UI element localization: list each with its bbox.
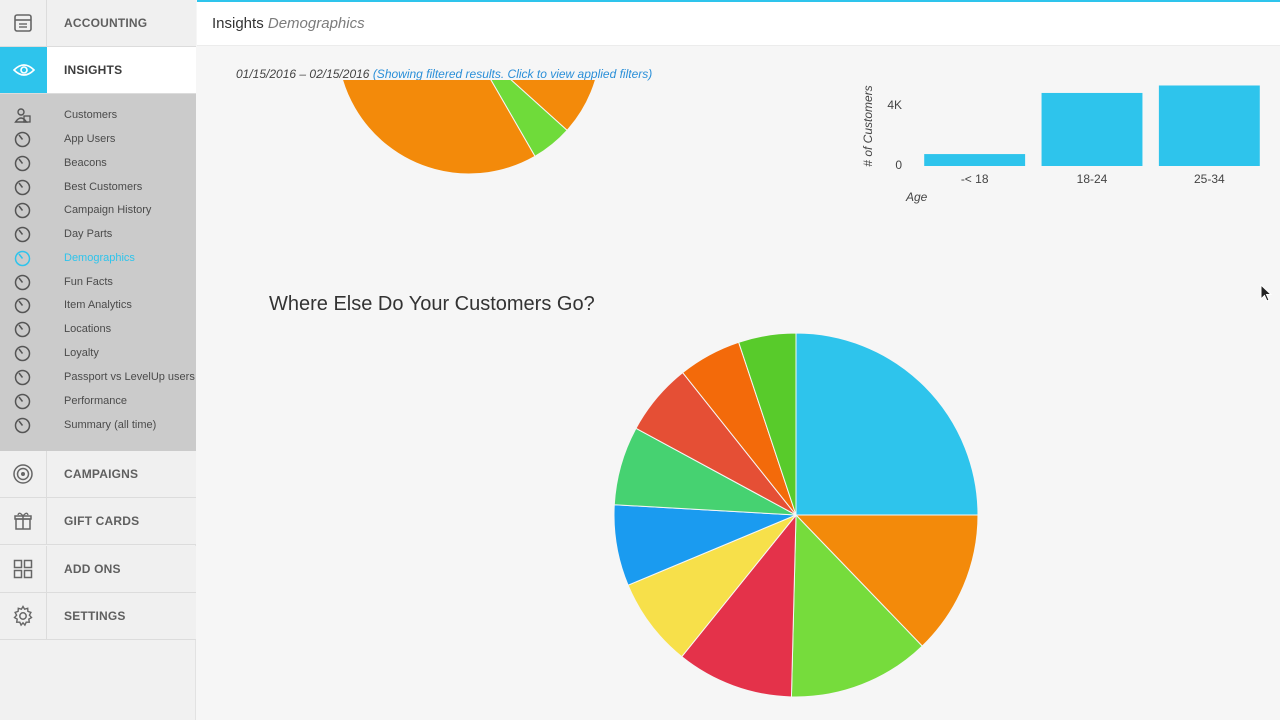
y-axis-label: # of Customers: [861, 85, 875, 166]
submenu-item-label: App Users: [64, 133, 116, 145]
eye-icon: [0, 47, 47, 93]
grid-icon: [0, 546, 47, 592]
gift-icon: [0, 498, 47, 544]
x-tick-label: 18-24: [1077, 172, 1108, 186]
submenu-item-best-customers[interactable]: Best Customers: [0, 176, 196, 199]
nav-campaigns[interactable]: CAMPAIGNS: [0, 451, 196, 498]
submenu-item-label: Fun Facts: [64, 276, 113, 288]
submenu-item-item-analytics[interactable]: Item Analytics: [0, 294, 196, 317]
age-bar-chart: # of Customers 4K 0 -< 18 18-24 25-34 Age: [861, 85, 1260, 204]
nav-add-ons[interactable]: ADD ONS: [0, 546, 196, 593]
gauge-icon: [14, 202, 31, 219]
x-axis-label: Age: [905, 190, 928, 204]
submenu-item-label: Campaign History: [64, 204, 152, 216]
submenu-item-locations[interactable]: Locations: [0, 318, 196, 341]
x-tick-label: 25-34: [1194, 172, 1225, 186]
gauge-icon: [14, 321, 31, 338]
pie-slice-4[interactable]: [627, 514, 797, 658]
nav-accounting-label: ACCOUNTING: [64, 16, 148, 30]
pie-slice-3[interactable]: [681, 513, 797, 698]
gauge-icon: [14, 393, 31, 410]
gauge-icon: [14, 250, 31, 267]
submenu-item-label: Beacons: [64, 157, 107, 169]
submenu-item-label: Demographics: [64, 252, 135, 264]
nav-insights-label: INSIGHTS: [64, 63, 123, 77]
pie-slice-2[interactable]: [790, 513, 923, 698]
submenu-item-label: Best Customers: [64, 181, 143, 193]
y-tick-label: 0: [895, 158, 902, 172]
calculator-icon: [0, 0, 47, 46]
gauge-icon: [14, 417, 31, 434]
nav-insights[interactable]: INSIGHTS: [0, 47, 196, 94]
top-pie-chart: [337, 80, 601, 175]
pie-slice-0[interactable]: [795, 332, 979, 516]
gauge-icon: [14, 274, 31, 291]
nav-gift-cards[interactable]: GIFT CARDS: [0, 498, 196, 545]
where-else-pie-chart: [613, 332, 979, 698]
mouse-cursor-icon: [1260, 284, 1273, 302]
target-icon: [0, 451, 47, 497]
submenu-item-label: Passport vs LevelUp users: [64, 371, 195, 383]
breadcrumb: Insights Demographics: [212, 2, 365, 46]
bar-2[interactable]: [1158, 85, 1260, 166]
submenu-item-fun-facts[interactable]: Fun Facts: [0, 271, 196, 294]
pie-slice-1[interactable]: [794, 514, 979, 647]
submenu-item-campaign-history[interactable]: Campaign History: [0, 199, 196, 222]
y-tick-label: 4K: [887, 98, 902, 112]
nav-add-ons-label: ADD ONS: [64, 562, 121, 576]
breadcrumb-section: Insights: [212, 15, 264, 32]
nav-campaigns-label: CAMPAIGNS: [64, 467, 139, 481]
insights-submenu: Customers App Users Beacons Best Custome…: [0, 94, 196, 451]
gauge-icon: [14, 131, 31, 148]
nav-accounting[interactable]: ACCOUNTING: [0, 0, 196, 47]
top-pie-slice-2[interactable]: [337, 80, 536, 175]
x-tick-label: -< 18: [961, 172, 989, 186]
submenu-item-label: Customers: [64, 109, 118, 121]
submenu-item-customers[interactable]: Customers: [0, 104, 196, 127]
submenu-item-summary-all-time[interactable]: Summary (all time): [0, 414, 196, 437]
submenu-item-label: Loyalty: [64, 347, 99, 359]
users-icon: [14, 108, 31, 123]
gauge-icon: [14, 345, 31, 362]
submenu-item-day-parts[interactable]: Day Parts: [0, 223, 196, 246]
pie-slice-9[interactable]: [738, 332, 797, 516]
submenu-item-demographics[interactable]: Demographics: [0, 247, 196, 270]
applied-filters-link[interactable]: (Showing filtered results. Click to view…: [372, 67, 653, 81]
top-pie-slice-0[interactable]: [403, 80, 601, 132]
submenu-item-label: Summary (all time): [64, 419, 157, 431]
submenu-item-label: Day Parts: [64, 228, 113, 240]
gauge-icon: [14, 369, 31, 386]
submenu-item-label: Locations: [64, 323, 112, 335]
filter-summary: 01/15/2016 – 02/15/2016 (Showing filtere…: [236, 67, 652, 81]
submenu-item-app-users[interactable]: App Users: [0, 128, 196, 151]
submenu-item-loyalty[interactable]: Loyalty: [0, 342, 196, 365]
nav-settings[interactable]: SETTINGS: [0, 593, 196, 640]
gear-icon: [0, 593, 47, 639]
gauge-icon: [14, 297, 31, 314]
sidebar: ACCOUNTING INSIGHTS Customers App Users …: [0, 0, 196, 720]
breadcrumb-page: Demographics: [267, 15, 365, 32]
submenu-item-label: Item Analytics: [64, 299, 132, 311]
gauge-icon: [14, 226, 31, 243]
nav-gift-cards-label: GIFT CARDS: [64, 514, 140, 528]
nav-settings-label: SETTINGS: [64, 609, 126, 623]
submenu-item-label: Performance: [64, 395, 127, 407]
gauge-icon: [14, 155, 31, 172]
submenu-item-performance[interactable]: Performance: [0, 390, 196, 413]
submenu-item-passport-vs-levelup[interactable]: Passport vs LevelUp users: [0, 366, 196, 389]
gauge-icon: [14, 179, 31, 196]
date-range: 01/15/2016 – 02/15/2016: [236, 67, 370, 81]
bar-1[interactable]: [1041, 92, 1143, 166]
page-header: Insights Demographics: [197, 0, 1280, 46]
section-title: Where Else Do Your Customers Go?: [269, 293, 595, 315]
submenu-item-beacons[interactable]: Beacons: [0, 152, 196, 175]
bar-0[interactable]: [924, 154, 1026, 166]
